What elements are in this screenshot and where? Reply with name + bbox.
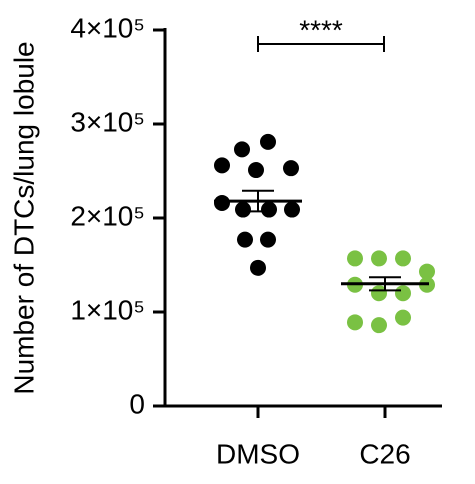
data-point bbox=[260, 133, 276, 150]
data-point bbox=[395, 250, 411, 267]
significance-label: **** bbox=[299, 14, 343, 45]
y-tick-label: 0 bbox=[129, 388, 145, 419]
data-point bbox=[371, 250, 387, 267]
data-point bbox=[347, 250, 363, 267]
data-point bbox=[214, 194, 230, 211]
data-point bbox=[234, 141, 250, 158]
x-tick-label: DMSO bbox=[216, 438, 300, 469]
x-tick-label: C26 bbox=[359, 438, 410, 469]
data-point bbox=[395, 285, 411, 302]
data-point bbox=[248, 162, 264, 179]
data-point bbox=[284, 201, 300, 218]
data-point bbox=[371, 285, 387, 302]
y-tick-label: 3×10⁵ bbox=[70, 106, 145, 137]
y-tick-label: 1×10⁵ bbox=[70, 294, 145, 325]
y-tick-label: 2×10⁵ bbox=[70, 200, 145, 231]
error-bar bbox=[369, 276, 401, 292]
data-point bbox=[260, 231, 276, 248]
data-point bbox=[214, 157, 230, 174]
data-point bbox=[395, 309, 411, 326]
error-bar bbox=[242, 189, 274, 213]
data-point bbox=[261, 201, 277, 218]
y-axis-label: Number of DTCs/lung lobule bbox=[8, 41, 39, 394]
data-point bbox=[235, 201, 251, 218]
data-point bbox=[237, 231, 253, 248]
data-point bbox=[419, 263, 435, 280]
data-point bbox=[347, 314, 363, 331]
data-point bbox=[371, 317, 387, 334]
y-tick-label: 4×10⁵ bbox=[70, 12, 145, 43]
significance-bracket bbox=[257, 36, 385, 52]
data-point bbox=[250, 259, 266, 276]
data-point bbox=[283, 160, 299, 177]
